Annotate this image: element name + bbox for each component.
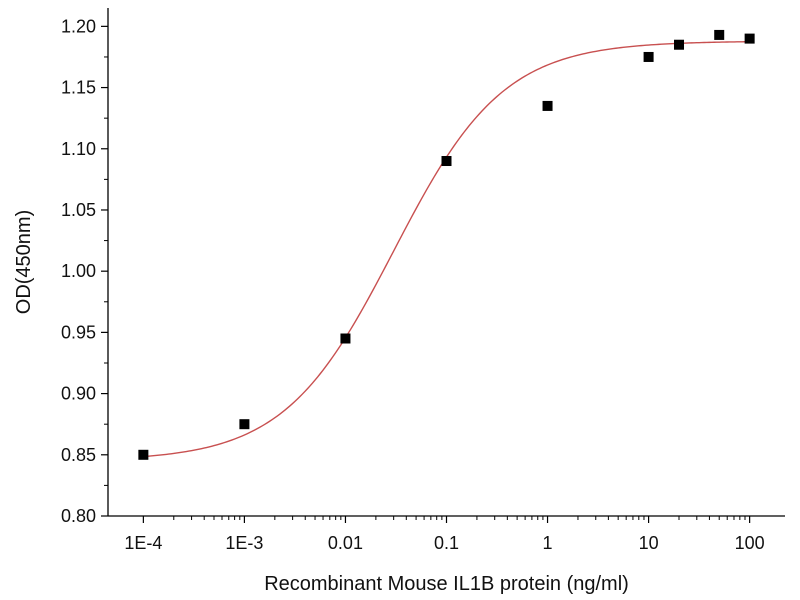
fit-curve-layer xyxy=(143,40,750,458)
data-point xyxy=(744,33,755,44)
data-point xyxy=(138,449,149,460)
x-tick-label: 0.01 xyxy=(328,533,363,553)
x-tick-label: 0.1 xyxy=(434,533,459,553)
y-axis-title: OD(450nm) xyxy=(13,210,35,314)
y-tick-label: 0.80 xyxy=(61,506,96,526)
x-tick-label: 1E-3 xyxy=(225,533,263,553)
tick-labels: 0.80 0.85 0.90 0.95 1.00 1.05 1.10 1.15 1.20 1E-4… xyxy=(61,16,765,553)
axis-titles: Recombinant Mouse IL1B protein (ng/ml) O… xyxy=(13,210,629,595)
data-point xyxy=(542,100,553,111)
x-axis-title: Recombinant Mouse IL1B protein (ng/ml) xyxy=(264,573,629,595)
y-tick-label: 0.85 xyxy=(61,445,96,465)
tick-marks xyxy=(101,25,751,523)
data-point xyxy=(340,333,351,344)
data-point xyxy=(643,51,654,62)
x-tick-label: 100 xyxy=(735,533,765,553)
x-tick-label: 1 xyxy=(543,533,553,553)
y-tick-label: 1.20 xyxy=(61,16,96,36)
fit-curve xyxy=(143,40,750,458)
data-points xyxy=(138,29,755,460)
axes xyxy=(107,8,785,517)
x-tick-label: 1E-4 xyxy=(124,533,162,553)
y-tick-label: 1.05 xyxy=(61,200,96,220)
x-tick-label: 10 xyxy=(639,533,659,553)
y-tick-label: 1.00 xyxy=(61,261,96,281)
data-point xyxy=(714,29,725,40)
data-point xyxy=(239,419,250,430)
y-tick-label: 0.95 xyxy=(61,322,96,342)
data-point xyxy=(674,39,685,50)
y-tick-label: 1.15 xyxy=(61,78,96,98)
y-tick-label: 0.90 xyxy=(61,384,96,404)
y-tick-label: 1.10 xyxy=(61,139,96,159)
data-point xyxy=(441,156,452,167)
